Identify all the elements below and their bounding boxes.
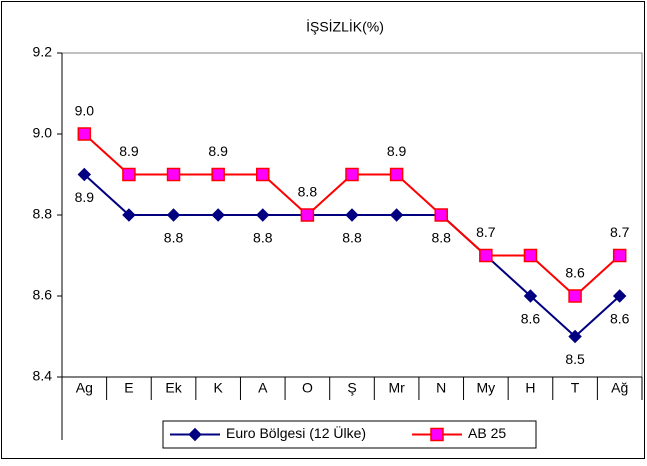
data-label: 8.8 bbox=[164, 230, 184, 246]
data-point bbox=[345, 208, 359, 222]
data-point bbox=[568, 289, 582, 303]
y-tick-label: 8.4 bbox=[33, 368, 53, 384]
data-point bbox=[612, 248, 627, 263]
data-label: 8.7 bbox=[610, 224, 630, 240]
data-point bbox=[211, 167, 225, 182]
data-label: 8.5 bbox=[565, 351, 585, 367]
x-tick-label: N bbox=[436, 380, 446, 396]
chart-title: İŞSİZLİK(%) bbox=[306, 18, 384, 35]
x-tick-label: Ağ bbox=[611, 380, 628, 396]
data-point bbox=[568, 329, 582, 344]
data-point bbox=[389, 167, 404, 182]
x-tick-label: Ş bbox=[347, 380, 356, 396]
data-point bbox=[479, 248, 493, 263]
data-point bbox=[166, 167, 181, 182]
data-label: 8.6 bbox=[565, 265, 585, 281]
data-point bbox=[523, 248, 538, 263]
data-point bbox=[211, 208, 225, 222]
x-tick-label: K bbox=[213, 380, 223, 396]
data-label: 8.8 bbox=[431, 230, 451, 246]
data-point bbox=[77, 127, 92, 141]
data-label: 8.6 bbox=[610, 311, 630, 327]
data-point bbox=[77, 167, 92, 182]
data-point bbox=[122, 167, 136, 182]
data-point bbox=[523, 289, 538, 303]
data-label: 8.9 bbox=[387, 143, 407, 159]
data-point bbox=[256, 208, 270, 222]
data-point bbox=[256, 167, 270, 182]
x-tick-label: My bbox=[477, 380, 496, 396]
data-point bbox=[300, 208, 315, 222]
x-tick-label: Ag bbox=[76, 380, 93, 396]
legend-marker bbox=[188, 427, 202, 442]
x-tick-label: Mr bbox=[388, 380, 405, 396]
data-point bbox=[434, 208, 448, 222]
data-label: 8.9 bbox=[208, 143, 228, 159]
x-tick-label: E bbox=[124, 380, 133, 396]
legend-marker bbox=[430, 427, 444, 442]
y-tick-label: 9.2 bbox=[33, 44, 53, 60]
legend-label: AB 25 bbox=[468, 425, 506, 441]
data-label: 8.6 bbox=[521, 311, 541, 327]
data-label: 8.8 bbox=[342, 230, 362, 246]
y-tick-label: 9.0 bbox=[33, 125, 53, 141]
data-point bbox=[122, 208, 136, 222]
data-label: 8.8 bbox=[253, 230, 273, 246]
data-point bbox=[166, 208, 181, 222]
legend-label: Euro Bölgesi (12 Ülke) bbox=[226, 424, 366, 441]
data-label: 8.7 bbox=[476, 224, 496, 240]
data-point bbox=[612, 289, 627, 303]
data-label: 8.8 bbox=[298, 184, 318, 200]
x-tick-label: T bbox=[571, 380, 580, 396]
data-point bbox=[345, 167, 359, 182]
x-tick-label: H bbox=[525, 380, 535, 396]
x-tick-label: O bbox=[302, 380, 313, 396]
y-tick-label: 8.8 bbox=[33, 206, 53, 222]
legend-box bbox=[162, 420, 537, 449]
x-tick-label: Ek bbox=[165, 380, 182, 396]
data-label: 9.0 bbox=[75, 103, 95, 119]
data-label: 8.9 bbox=[119, 143, 139, 159]
data-label: 8.9 bbox=[75, 189, 95, 205]
y-tick-label: 8.6 bbox=[33, 287, 53, 303]
x-tick-label: A bbox=[258, 380, 268, 396]
data-point bbox=[389, 208, 404, 222]
